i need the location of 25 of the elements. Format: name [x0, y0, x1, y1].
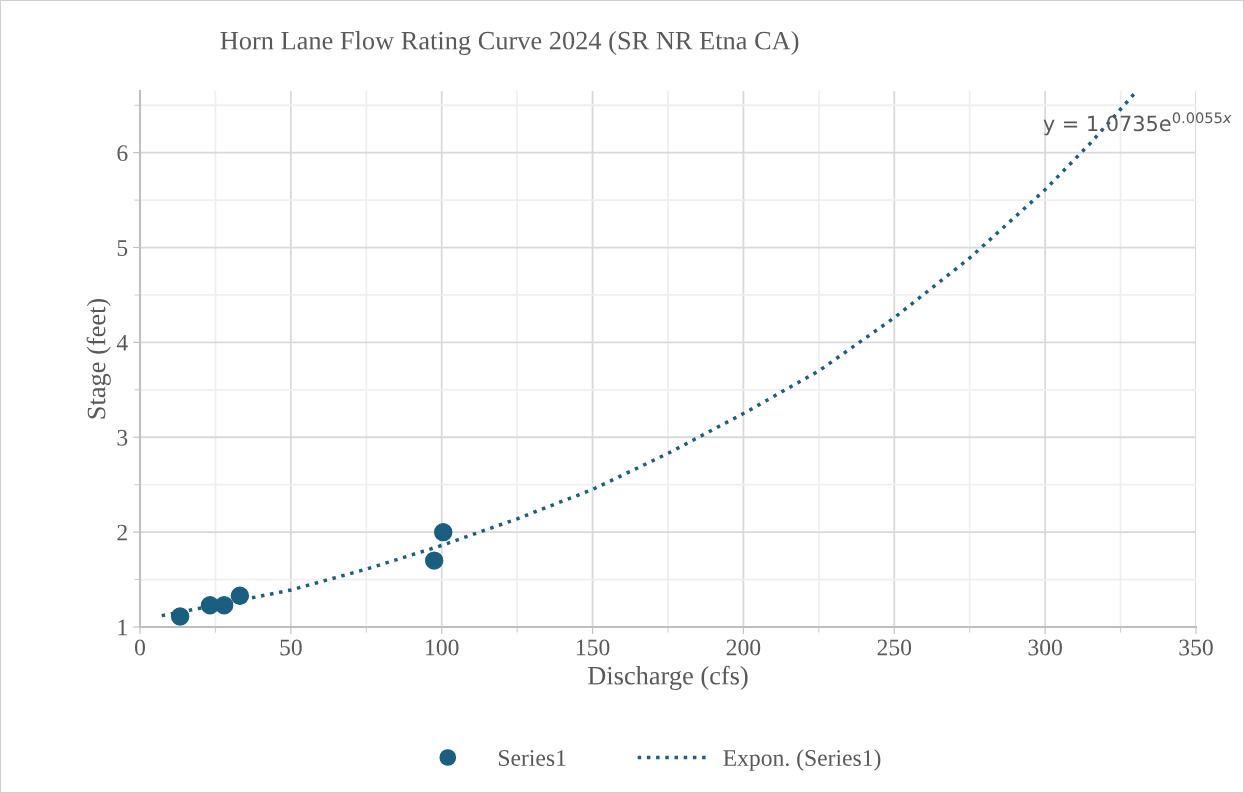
x-tick-label: 200: [726, 639, 761, 656]
point: [230, 586, 250, 605]
y-tick-label: 1: [118, 619, 127, 636]
y-tick-label: 3: [117, 429, 128, 446]
y-tick-label: 5: [117, 240, 128, 256]
legend-label: Expon. (Series1): [723, 749, 881, 771]
x-tick-label: 50: [280, 639, 302, 656]
chart-title: Horn Lane Flow Rating Curve 2024 (SR NR Etna CA): [220, 31, 799, 56]
point: [214, 595, 234, 615]
x-tick-label: 0: [135, 639, 145, 656]
y-tick-label: 2: [117, 524, 127, 541]
point: [424, 551, 444, 570]
x-tick-label: 350: [1179, 639, 1213, 656]
y-tick-label: 6: [117, 145, 128, 162]
x-tick-label: 150: [576, 639, 610, 656]
y-axis-title: Stage (feet): [86, 298, 111, 419]
x-tick-label: 300: [1028, 639, 1062, 656]
x-tick-label: 100: [426, 639, 459, 656]
legend-label: Series1: [498, 750, 566, 766]
x-tick-label: 250: [877, 639, 912, 656]
annotation: y = 1.0735e$^{0.0055x}$: [1043, 112, 1232, 136]
point: [170, 607, 190, 626]
point: [434, 522, 453, 542]
x-axis-title: Discharge (cfs): [588, 665, 748, 691]
y-tick-label: 4: [116, 335, 128, 351]
